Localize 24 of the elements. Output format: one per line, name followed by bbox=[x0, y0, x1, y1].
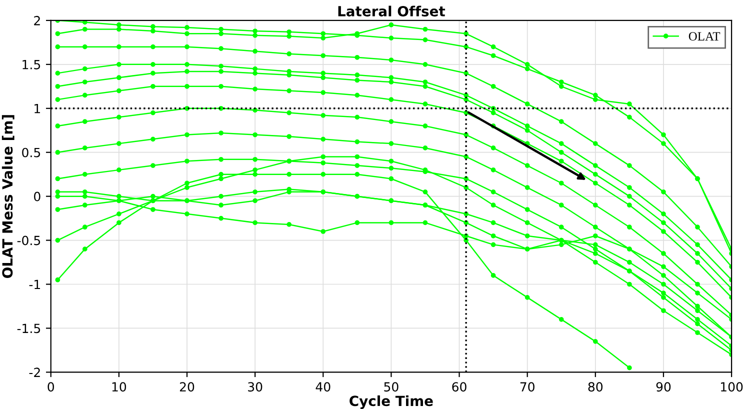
x-tick-label: 50 bbox=[384, 382, 398, 392]
x-tick-label: 90 bbox=[656, 382, 671, 392]
x-tick-label: 40 bbox=[316, 382, 330, 392]
y-tick-label: 0.5 bbox=[22, 148, 40, 158]
x-tick-label: 60 bbox=[452, 382, 466, 392]
x-tick-label: 80 bbox=[588, 382, 603, 392]
x-tick-label: 0 bbox=[48, 382, 54, 392]
x-tick-label: 30 bbox=[248, 382, 262, 392]
legend-label: OLAT bbox=[688, 32, 720, 41]
y-tick-label: -0.5 bbox=[17, 236, 40, 246]
y-tick-label: -2 bbox=[29, 368, 40, 377]
y-tick-label: 1 bbox=[34, 104, 40, 114]
x-tick-label: 20 bbox=[180, 382, 194, 392]
x-tick-label: 10 bbox=[112, 382, 126, 392]
x-axis-title: Cycle Time bbox=[350, 395, 433, 409]
y-tick-label: -1.5 bbox=[17, 324, 40, 334]
y-tick-label: 2 bbox=[34, 16, 40, 26]
y-tick-label: 0 bbox=[34, 192, 40, 202]
y-tick-label: -1 bbox=[29, 280, 40, 290]
chart-title: Lateral Offset bbox=[338, 6, 446, 16]
y-tick-label: 1.5 bbox=[22, 60, 40, 70]
x-tick-label: 100 bbox=[720, 382, 743, 392]
y-axis-title: OLAT Mess Value [m] bbox=[2, 115, 14, 278]
x-tick-label: 70 bbox=[520, 382, 534, 392]
